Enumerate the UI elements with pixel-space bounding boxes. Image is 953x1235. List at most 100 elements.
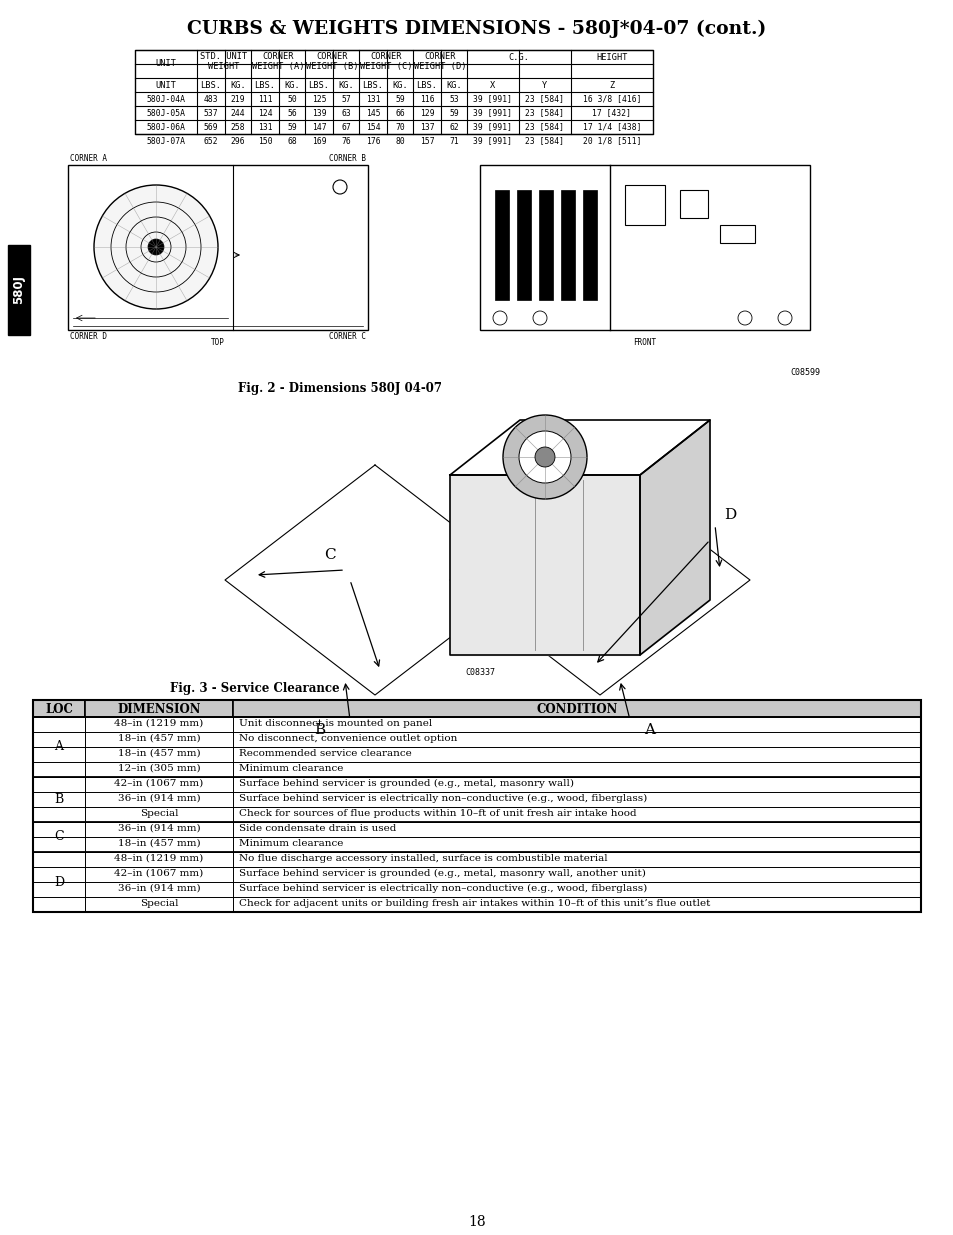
Bar xyxy=(517,190,531,300)
Text: 39 [991]: 39 [991] xyxy=(473,122,512,131)
Bar xyxy=(85,897,233,911)
Text: 59: 59 xyxy=(287,122,296,131)
Text: 176: 176 xyxy=(365,137,380,146)
Text: CORNER: CORNER xyxy=(424,52,456,61)
Bar xyxy=(85,777,233,792)
Text: 129: 129 xyxy=(419,109,434,117)
Bar xyxy=(33,700,85,718)
Circle shape xyxy=(502,415,586,499)
Text: 18: 18 xyxy=(468,1215,485,1229)
Bar xyxy=(233,792,920,806)
Text: KG.: KG. xyxy=(284,80,299,89)
Text: 39 [991]: 39 [991] xyxy=(473,137,512,146)
Bar xyxy=(33,700,920,911)
Text: B: B xyxy=(314,722,325,737)
Text: X: X xyxy=(490,80,496,89)
Bar xyxy=(33,837,85,852)
Text: Surface behind servicer is grounded (e.g., metal, masonry wall, another unit): Surface behind servicer is grounded (e.g… xyxy=(239,869,645,878)
Text: 68: 68 xyxy=(287,137,296,146)
Text: 17 [432]: 17 [432] xyxy=(592,109,631,117)
Text: 17 1/4 [438]: 17 1/4 [438] xyxy=(582,122,640,131)
Text: CORNER D: CORNER D xyxy=(70,332,107,341)
Text: Surface behind servicer is grounded (e.g., metal, masonry wall): Surface behind servicer is grounded (e.g… xyxy=(239,779,574,788)
Bar xyxy=(233,823,920,837)
Bar xyxy=(33,792,85,806)
Text: Fig. 2 - Dimensions 580J 04-07: Fig. 2 - Dimensions 580J 04-07 xyxy=(237,382,441,395)
Bar xyxy=(560,190,575,300)
Bar xyxy=(479,165,809,330)
Bar xyxy=(233,777,920,792)
Circle shape xyxy=(148,240,164,254)
Text: 147: 147 xyxy=(312,122,326,131)
Bar xyxy=(8,245,30,335)
Bar xyxy=(85,747,233,762)
Bar xyxy=(135,49,652,135)
Text: 57: 57 xyxy=(341,95,351,104)
Bar xyxy=(85,806,233,823)
Bar xyxy=(33,806,85,823)
Text: 42–in (1067 mm): 42–in (1067 mm) xyxy=(114,869,203,878)
Text: LBS.: LBS. xyxy=(416,80,437,89)
Text: Surface behind servicer is electrically non–conductive (e.g., wood, fiberglass): Surface behind servicer is electrically … xyxy=(239,884,646,893)
Text: Special: Special xyxy=(139,809,178,818)
Text: 23 [584]: 23 [584] xyxy=(525,137,564,146)
Text: TOP: TOP xyxy=(211,338,225,347)
Text: 70: 70 xyxy=(395,122,404,131)
Text: WEIGHT: WEIGHT xyxy=(208,62,239,70)
Polygon shape xyxy=(450,420,709,475)
Bar xyxy=(233,897,920,911)
Text: 244: 244 xyxy=(231,109,245,117)
Text: 219: 219 xyxy=(231,95,245,104)
Text: C.G.: C.G. xyxy=(508,53,529,62)
Text: C08337: C08337 xyxy=(464,668,495,677)
Bar xyxy=(85,718,233,732)
Bar xyxy=(33,718,85,732)
Text: Side condensate drain is used: Side condensate drain is used xyxy=(239,824,395,832)
Bar xyxy=(85,732,233,747)
Bar xyxy=(624,185,664,225)
Circle shape xyxy=(518,431,571,483)
Text: 296: 296 xyxy=(231,137,245,146)
Text: Unit disconnect is mounted on panel: Unit disconnect is mounted on panel xyxy=(239,719,432,727)
Text: 80: 80 xyxy=(395,137,404,146)
Text: FRONT: FRONT xyxy=(633,338,656,347)
Text: D: D xyxy=(723,508,736,522)
Text: 48–in (1219 mm): 48–in (1219 mm) xyxy=(114,719,203,727)
Text: 145: 145 xyxy=(365,109,380,117)
Text: 580J-05A: 580J-05A xyxy=(147,109,185,117)
Text: 42–in (1067 mm): 42–in (1067 mm) xyxy=(114,779,203,788)
Text: Check for sources of flue products within 10–ft of unit fresh air intake hood: Check for sources of flue products withi… xyxy=(239,809,636,818)
Text: 63: 63 xyxy=(341,109,351,117)
Text: 569: 569 xyxy=(204,122,218,131)
Bar xyxy=(33,882,85,897)
Text: C08599: C08599 xyxy=(789,368,820,377)
Text: 12–in (305 mm): 12–in (305 mm) xyxy=(117,764,200,773)
Text: Fig. 3 - Service Clearance: Fig. 3 - Service Clearance xyxy=(170,682,339,695)
Text: CORNER: CORNER xyxy=(262,52,294,61)
Text: 580J-07A: 580J-07A xyxy=(147,137,185,146)
Text: WEIGHT (B): WEIGHT (B) xyxy=(305,62,358,70)
Bar xyxy=(720,225,754,243)
Text: 20 1/8 [511]: 20 1/8 [511] xyxy=(582,137,640,146)
Text: 18–in (457 mm): 18–in (457 mm) xyxy=(117,734,200,743)
Text: 67: 67 xyxy=(341,122,351,131)
Text: 125: 125 xyxy=(312,95,326,104)
Text: 59: 59 xyxy=(395,95,404,104)
Text: D: D xyxy=(54,876,64,888)
Text: CORNER: CORNER xyxy=(315,52,348,61)
Text: Check for adjacent units or building fresh air intakes within 10–ft of this unit: Check for adjacent units or building fre… xyxy=(239,899,710,908)
Text: 36–in (914 mm): 36–in (914 mm) xyxy=(117,794,200,803)
Bar xyxy=(538,190,553,300)
Text: STD. UNIT: STD. UNIT xyxy=(200,52,248,61)
Text: 53: 53 xyxy=(449,95,458,104)
Bar xyxy=(233,806,920,823)
Circle shape xyxy=(535,447,555,467)
Text: 76: 76 xyxy=(341,137,351,146)
Text: 131: 131 xyxy=(257,122,272,131)
Text: 56: 56 xyxy=(287,109,296,117)
Text: LBS.: LBS. xyxy=(308,80,329,89)
Text: 23 [584]: 23 [584] xyxy=(525,109,564,117)
Text: 66: 66 xyxy=(395,109,404,117)
Text: 116: 116 xyxy=(419,95,434,104)
Text: 124: 124 xyxy=(257,109,272,117)
